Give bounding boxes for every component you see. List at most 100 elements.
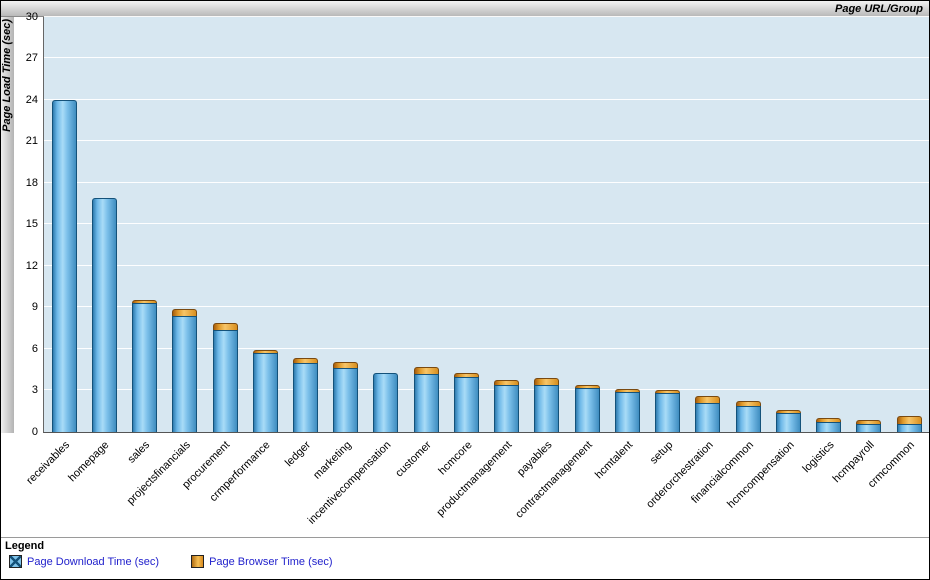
bar-slot xyxy=(527,17,567,432)
bar-crmcommon[interactable] xyxy=(896,416,922,432)
bar-segment-download[interactable] xyxy=(775,413,801,432)
bar-slot xyxy=(84,17,124,432)
bar-slot xyxy=(728,17,768,432)
bar-segment-browser[interactable] xyxy=(494,380,520,385)
gridline xyxy=(44,389,929,390)
x-label-setup: setup xyxy=(648,439,676,467)
bar-segment-download[interactable] xyxy=(293,363,319,432)
bar-segment-browser[interactable] xyxy=(453,373,479,377)
bar-segment-browser[interactable] xyxy=(132,300,158,303)
bar-customer[interactable] xyxy=(413,367,439,432)
bar-segment-browser[interactable] xyxy=(212,323,238,330)
bar-procurement[interactable] xyxy=(212,323,238,432)
bar-segment-download[interactable] xyxy=(333,368,359,432)
bar-segment-download[interactable] xyxy=(413,374,439,432)
bar-segment-browser[interactable] xyxy=(293,358,319,363)
plot-wrap: receivables homepage sales projectsfinancia… xyxy=(24,16,929,537)
x-label-slot: customer xyxy=(394,433,445,537)
bar-ledger[interactable] xyxy=(293,358,319,432)
bar-segment-browser[interactable] xyxy=(574,385,600,388)
bar-segment-browser[interactable] xyxy=(896,416,922,424)
bar-slot xyxy=(285,17,325,432)
bar-segment-download[interactable] xyxy=(453,377,479,432)
bar-segment-browser[interactable] xyxy=(614,389,640,392)
bar-segment-browser[interactable] xyxy=(695,396,721,403)
bar-segment-browser[interactable] xyxy=(775,410,801,413)
bar-segment-browser[interactable] xyxy=(655,390,681,393)
y-tick-label: 24 xyxy=(25,94,38,106)
bar-receivables[interactable] xyxy=(51,100,77,432)
gridline xyxy=(44,57,929,58)
bar-hcmcore[interactable] xyxy=(453,373,479,432)
gridline xyxy=(44,306,929,307)
gridline xyxy=(44,348,929,349)
bar-segment-browser[interactable] xyxy=(735,401,761,406)
legend-swatch-browser[interactable] xyxy=(191,555,205,568)
chart-region: Page Load Time (sec) 0 3 6 9 12 15 18 21 24 27 30 … xyxy=(1,11,929,537)
legend-swatch-download[interactable] xyxy=(9,555,22,568)
bar-segment-download[interactable] xyxy=(816,422,842,432)
bar-segment-download[interactable] xyxy=(896,424,922,432)
bar-slot xyxy=(165,17,205,432)
plot-area xyxy=(43,16,929,433)
bar-segment-download[interactable] xyxy=(534,385,560,432)
bar-segment-download[interactable] xyxy=(373,373,399,432)
bar-hcmtalent[interactable] xyxy=(614,389,640,432)
x-label-slot: logistics xyxy=(801,433,848,537)
bar-segment-download[interactable] xyxy=(494,385,520,432)
bar-payables[interactable] xyxy=(534,378,560,432)
bar-logistics[interactable] xyxy=(816,418,842,432)
y-axis-title: Page Load Time (sec) xyxy=(1,19,13,132)
x-label-slot: hcmcompensation xyxy=(725,433,808,537)
bar-slot xyxy=(366,17,406,432)
legend-item[interactable]: Page Download Time (sec) xyxy=(9,555,159,568)
bar-segment-download[interactable] xyxy=(695,403,721,432)
bar-financialcommon[interactable] xyxy=(735,401,761,432)
bar-crmperformance[interactable] xyxy=(252,350,278,432)
bar-segment-browser[interactable] xyxy=(333,362,359,368)
bar-slot xyxy=(607,17,647,432)
bar-segment-download[interactable] xyxy=(212,330,238,432)
bar-segment-download[interactable] xyxy=(132,303,158,432)
bar-segment-download[interactable] xyxy=(91,198,117,432)
bars-container xyxy=(44,17,929,432)
bar-segment-download[interactable] xyxy=(856,424,882,432)
y-axis-title-strip: Page Load Time (sec) xyxy=(1,17,14,433)
x-axis-title: Page URL/Group xyxy=(834,2,923,15)
bar-hcmpayroll[interactable] xyxy=(856,420,882,432)
bar-slot xyxy=(849,17,889,432)
legend-label: Page Browser Time (sec) xyxy=(209,555,333,568)
bar-segment-download[interactable] xyxy=(172,316,198,432)
gridline xyxy=(44,265,929,266)
bar-orderorchestration[interactable] xyxy=(695,396,721,432)
gridline xyxy=(44,16,929,17)
bar-segment-download[interactable] xyxy=(574,388,600,432)
x-label-slot: contractmanagement xyxy=(514,433,606,537)
bar-segment-download[interactable] xyxy=(614,392,640,432)
bar-segment-browser[interactable] xyxy=(816,418,842,422)
bar-segment-download[interactable] xyxy=(655,393,681,432)
bar-segment-browser[interactable] xyxy=(252,350,278,353)
bar-segment-download[interactable] xyxy=(735,406,761,432)
gridline xyxy=(44,99,929,100)
bar-segment-download[interactable] xyxy=(252,353,278,432)
bar-contractmanagement[interactable] xyxy=(574,385,600,432)
bar-segment-browser[interactable] xyxy=(856,420,882,424)
bar-segment-browser[interactable] xyxy=(413,367,439,374)
bar-projectsfinancials[interactable] xyxy=(172,309,198,432)
bar-setup[interactable] xyxy=(655,390,681,432)
gridline xyxy=(44,182,929,183)
bar-segment-browser[interactable] xyxy=(534,378,560,385)
x-label-slot: incentivecompensation xyxy=(306,433,405,537)
legend-item[interactable]: Page Browser Time (sec) xyxy=(191,555,333,568)
bar-incentivecompensation[interactable] xyxy=(373,373,399,432)
bar-sales[interactable] xyxy=(132,300,158,432)
y-tick-label: 9 xyxy=(31,301,38,313)
bar-hcmcompensation[interactable] xyxy=(775,410,801,432)
bar-marketing[interactable] xyxy=(333,362,359,432)
bar-segment-download[interactable] xyxy=(51,100,77,432)
bar-segment-browser[interactable] xyxy=(172,309,198,316)
bar-homepage[interactable] xyxy=(91,198,117,432)
legend-items: Page Download Time (sec) Page Browser Tim… xyxy=(9,555,925,568)
bar-productmanagement[interactable] xyxy=(494,380,520,432)
